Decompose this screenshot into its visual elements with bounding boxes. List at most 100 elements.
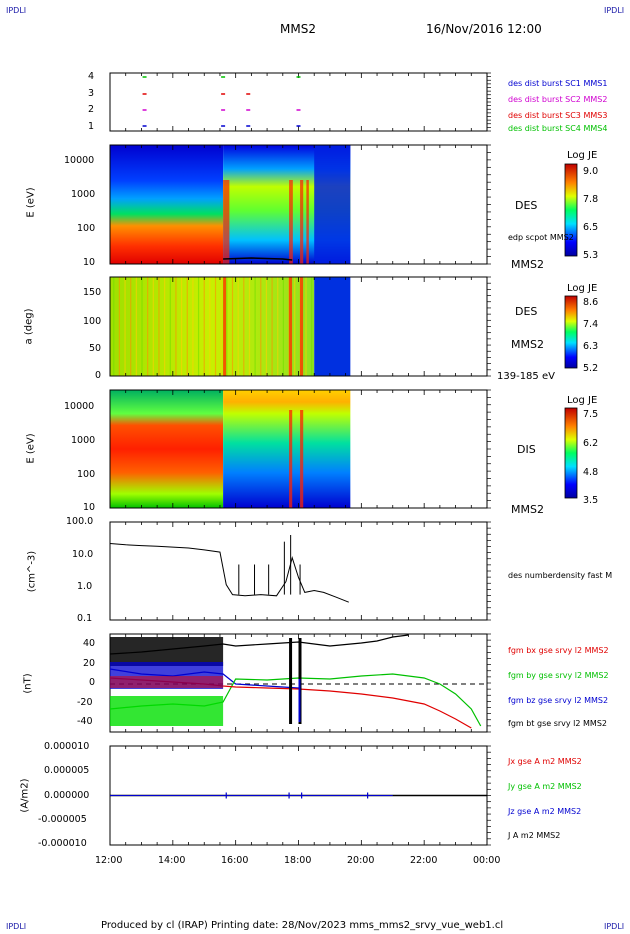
legend-burst-sc4: des dist burst SC4 MMS4 <box>508 124 608 133</box>
by-noise-band <box>110 696 224 726</box>
x-tick-2000: 20:00 <box>347 855 375 866</box>
dis-e-cbar-tick-3: 4.8 <box>583 467 599 478</box>
des-energy-stripe <box>289 180 293 264</box>
legend-by: fgm by gse srvy l2 MMS2 <box>508 671 609 680</box>
des-pitch-fill <box>110 277 315 376</box>
des-pa-tick-150: 150 <box>83 287 102 298</box>
des-energy-fill-msph <box>110 145 224 264</box>
dis-e-cbar-tick-4: 3.5 <box>583 495 599 506</box>
des-e-cbar-tick-4: 5.3 <box>583 250 599 261</box>
b-tick-20: 20 <box>83 658 96 669</box>
des-pitch-stripe <box>164 277 166 376</box>
des-pa-colorbar <box>564 295 578 369</box>
dis-e-cbar-tick-1: 7.5 <box>583 409 599 420</box>
legend-bt: fgm bt gse srvy l2 MMS2 <box>508 719 607 728</box>
des-pitch-stripe <box>113 277 115 376</box>
des-pitch-stripe <box>231 277 234 376</box>
legend-jz: Jz gse A m2 MMS2 <box>508 807 582 816</box>
des-pitch-stripe <box>141 277 143 376</box>
legend-jx: Jx gse A m2 MMS2 <box>508 757 582 766</box>
des-pitch-fill-late <box>314 277 351 376</box>
density-tick-100: 100.0 <box>66 516 94 527</box>
burst-tick-4: 4 <box>88 71 95 82</box>
burst-tick-3: 3 <box>88 88 95 99</box>
b-spike <box>289 638 293 724</box>
des-pitch-stripe <box>169 277 171 376</box>
des-pitch-burst <box>223 277 227 376</box>
density-tick-10: 10.0 <box>72 549 94 560</box>
des-pa-tick-100: 100 <box>83 316 102 327</box>
des-pa-tick-0: 0 <box>95 370 102 381</box>
dis-energy-stripe <box>300 410 304 508</box>
dis-e-colorbar <box>564 407 578 499</box>
des-pitch-stripe <box>186 277 188 376</box>
date-title: 16/Nov/2016 12:00 <box>426 22 542 36</box>
dis-energy-fill-msph <box>110 390 224 508</box>
des-pa-instrument-label: DES <box>515 305 538 318</box>
des-pitch-stripe <box>260 277 262 376</box>
des-e-spacecraft-label: MMS2 <box>511 258 544 271</box>
des-energy-stripe <box>300 180 304 264</box>
des-e-ylabel: E (eV) <box>25 187 37 218</box>
des-pitch-stripe <box>130 277 132 376</box>
des-pitch-stripe <box>152 277 154 376</box>
x-tick-1200: 12:00 <box>95 855 123 866</box>
des-pitch-stripe <box>147 277 149 376</box>
b-tick-m20: -20 <box>77 697 93 708</box>
des-pitch-stripe <box>135 277 137 376</box>
des-pitch-stripe <box>158 277 160 376</box>
dis-e-spacecraft-label: MMS2 <box>511 503 544 516</box>
des-pitch-stripe <box>305 277 307 376</box>
des-pitch-stripe <box>294 277 296 376</box>
j-tick-p10: 0.000010 <box>44 741 90 752</box>
density-tick-0.1: 0.1 <box>77 613 93 624</box>
bz-spike <box>298 679 301 722</box>
des-pa-colorbar-title: Log JE <box>567 283 598 294</box>
des-pitch-stripe <box>271 277 273 376</box>
des-pitch-stripe <box>209 277 211 376</box>
frame-burst <box>109 72 488 132</box>
des-pa-cbar-tick-3: 6.3 <box>583 341 599 352</box>
des-e-tick-1000: 1000 <box>71 189 96 200</box>
spacecraft-title: MMS2 <box>280 22 316 36</box>
des-pa-cbar-tick-2: 7.4 <box>583 319 599 330</box>
des-pitch-stripe <box>175 277 177 376</box>
scpot-line <box>223 257 293 261</box>
des-pitch-stripe <box>277 277 279 376</box>
des-pitch-stripe <box>311 277 313 376</box>
des-pitch-stripe <box>288 277 290 376</box>
legend-bz: fgm bz gse srvy l2 MMS2 <box>508 696 609 705</box>
x-tick-1400: 14:00 <box>158 855 186 866</box>
b-tick-m40: -40 <box>77 716 93 727</box>
des-e-tick-100: 100 <box>77 223 96 234</box>
dis-e-cbar-tick-2: 6.2 <box>583 438 599 449</box>
x-tick-0000: 00:00 <box>473 855 501 866</box>
x-tick-1600: 16:00 <box>221 855 249 866</box>
des-pa-cbar-tick-4: 5.2 <box>583 363 599 374</box>
des-pa-spacecraft-label: MMS2 <box>511 338 544 351</box>
b-tick-40: 40 <box>83 638 96 649</box>
des-energy-fill-late <box>314 145 351 264</box>
x-tick-2200: 22:00 <box>410 855 438 866</box>
j-tick-m10: -0.000010 <box>38 838 87 849</box>
des-e-inline-label: edp scpot MMS2 <box>508 233 574 242</box>
legend-j: J A m2 MMS2 <box>508 831 561 840</box>
des-pitch-stripe <box>214 277 217 376</box>
des-pa-tick-50: 50 <box>89 343 102 354</box>
des-pitch-stripe <box>220 277 222 376</box>
corner-logo-br: IPDLI <box>604 922 625 931</box>
legend-burst-sc3: des dist burst SC3 MMS3 <box>508 111 608 120</box>
density-line <box>109 543 349 603</box>
legend-burst-sc2: des dist burst SC2 MMS2 <box>508 95 608 104</box>
footer-text: Produced by cl (IRAP) Printing date: 28/… <box>101 920 504 931</box>
des-e-instrument-label: DES <box>515 199 538 212</box>
legend-bx: fgm bx gse srvy l2 MMS2 <box>508 646 609 655</box>
legend-burst-sc1: des dist burst SC1 MMS1 <box>508 79 608 88</box>
corner-logo-tr: IPDLI <box>604 6 625 15</box>
des-pitch-stripe <box>192 277 194 376</box>
density-ylabel: (cm^-3) <box>26 550 38 593</box>
des-pitch-burst <box>300 277 304 376</box>
des-e-tick-10000: 10000 <box>64 155 95 166</box>
dis-e-instrument-label: DIS <box>517 443 536 456</box>
